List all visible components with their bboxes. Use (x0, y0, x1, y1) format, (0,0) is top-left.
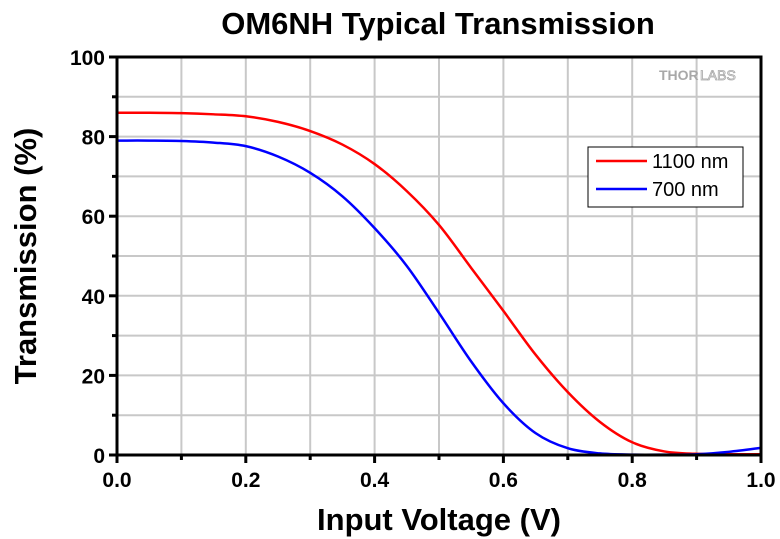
y-tick-label: 80 (82, 127, 105, 150)
y-axis-label: Transmission (%) (8, 128, 43, 385)
y-tick-label: 0 (93, 445, 105, 468)
x-tick-label: 0.8 (618, 469, 648, 492)
chart-title: OM6NH Typical Transmission (221, 6, 655, 41)
legend: 1100 nm 700 nm (587, 146, 744, 208)
legend-box (587, 146, 744, 208)
y-tick-label: 40 (82, 286, 105, 309)
series-line-1100nm (116, 111, 762, 456)
watermark-thor: THOR (659, 67, 699, 83)
x-ticks: 0.0 0.2 0.4 0.6 0.8 1.0 (102, 455, 776, 492)
x-tick-label: 0.2 (231, 469, 260, 492)
y-tick-label: 100 (70, 47, 105, 70)
watermark-labs: LABS (700, 67, 736, 83)
watermark-logo: THOR LABS (659, 67, 736, 84)
x-tick-label: 1.0 (746, 469, 775, 492)
legend-label-1100nm: 1100 nm (652, 151, 728, 173)
legend-label-700nm: 700 nm (652, 179, 719, 201)
x-tick-label: 0.0 (102, 469, 131, 492)
x-axis-label: Input Voltage (V) (317, 502, 561, 537)
x-tick-label: 0.4 (360, 469, 390, 492)
y-ticks: 0 20 40 60 80 100 (70, 47, 117, 468)
x-tick-label: 0.6 (489, 469, 518, 492)
grid (117, 57, 761, 455)
y-tick-label: 20 (82, 365, 105, 388)
y-tick-label: 60 (82, 206, 105, 229)
